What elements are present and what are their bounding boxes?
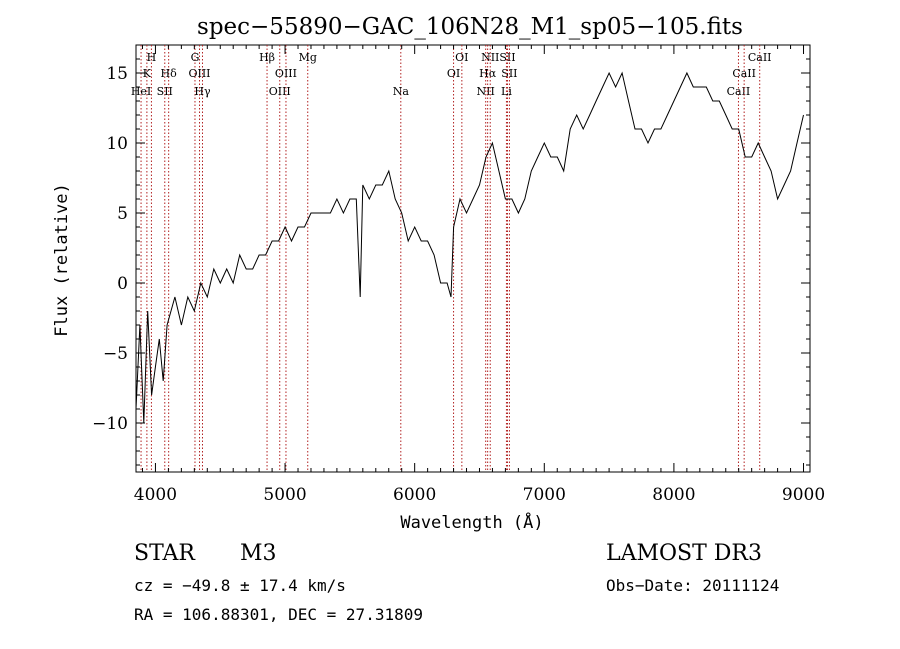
y-tick-label: 10 — [106, 134, 128, 154]
line-label: NII — [477, 85, 495, 98]
line-label: Hδ — [161, 67, 178, 80]
flux-line — [135, 71, 804, 424]
y-tick-label: −10 — [92, 414, 128, 434]
object-class: STAR — [134, 541, 196, 566]
line-label: Hγ — [194, 85, 211, 98]
line-label: SII — [499, 51, 515, 64]
x-tick-label: 5000 — [263, 485, 306, 505]
y-tick-label: −5 — [103, 344, 128, 364]
line-label: Hβ — [259, 51, 275, 64]
line-label: SII — [157, 85, 173, 98]
line-label: OIII — [269, 85, 291, 98]
object-subclass: M3 — [240, 541, 277, 566]
plot-frame — [135, 44, 811, 473]
line-label: NII — [481, 51, 499, 64]
line-label: CaII — [748, 51, 772, 64]
y-tick-label: 5 — [117, 204, 128, 224]
line-label: Mg — [299, 51, 317, 64]
survey-name: LAMOST DR3 — [606, 541, 762, 566]
x-axis-label: Wavelength (Å) — [400, 511, 543, 533]
y-tick-label: 15 — [106, 64, 128, 84]
line-label: HeI — [131, 85, 151, 98]
line-label: CaII — [727, 85, 751, 98]
x-tick-label: 9000 — [782, 485, 825, 505]
y-axis-label: Flux (relative) — [52, 183, 72, 337]
line-label: OI — [455, 51, 468, 64]
ra-dec: RA = 106.88301, DEC = 27.31809 — [134, 605, 423, 624]
line-label: CaII — [732, 67, 756, 80]
line-label: G — [191, 51, 200, 64]
x-tick-label: 4000 — [134, 485, 177, 505]
line-label: K — [143, 67, 152, 80]
line-label: Hα — [479, 67, 497, 80]
spectral-line-markers: HeIKHSIIHδGOIIIHγHβOIIIOIIIMgNaOIOINIINI… — [131, 45, 772, 472]
x-tick-label: 6000 — [393, 485, 436, 505]
y-tick-label: 0 — [117, 274, 128, 294]
line-label: H — [147, 51, 157, 64]
line-label: OIII — [275, 67, 297, 80]
axis-ticks: 4000 5000 6000 7000 8000 9000 −10 −5 0 5 10 15 — [92, 44, 825, 505]
line-label: SII — [501, 67, 517, 80]
x-tick-label: 7000 — [523, 485, 566, 505]
line-label: Na — [393, 85, 410, 98]
line-label: OIII — [188, 67, 210, 80]
obs-date: Obs−Date: 20111124 — [606, 576, 779, 595]
chart-title: spec−55890−GAC_106N28_M1_sp05−105.fits — [197, 14, 743, 40]
x-tick-label: 8000 — [652, 485, 695, 505]
line-label: OI — [447, 67, 460, 80]
redshift-cz: cz = −49.8 ± 17.4 km/s — [134, 576, 346, 595]
flux-series — [135, 71, 804, 424]
line-label: Li — [501, 85, 512, 98]
